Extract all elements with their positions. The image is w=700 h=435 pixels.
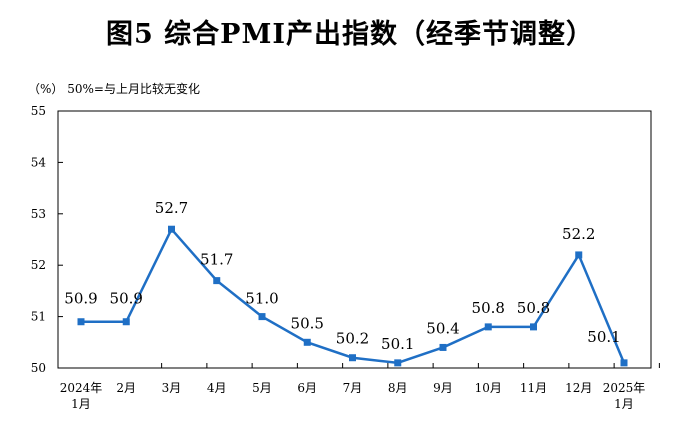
x-tick-label: 11月 bbox=[520, 381, 547, 395]
data-label: 52.2 bbox=[562, 225, 595, 243]
data-point bbox=[349, 354, 356, 362]
x-tick-label: 2月 bbox=[116, 381, 136, 395]
data-point bbox=[77, 318, 85, 326]
x-tick-label: 12月 bbox=[565, 381, 592, 395]
data-point bbox=[484, 323, 492, 331]
x-tick-label: 2025年 bbox=[603, 381, 646, 395]
x-tick-label: 5月 bbox=[252, 381, 272, 395]
x-tick-label: 3月 bbox=[162, 381, 182, 395]
unit-note: （%） 50%=与上月比较无变化 bbox=[28, 82, 200, 96]
y-tick-label: 51 bbox=[31, 310, 46, 324]
chart-title: 图5 综合PMI产出指数（经季节调整） bbox=[105, 19, 594, 50]
data-label: 50.1 bbox=[381, 335, 414, 353]
x-tick-label: 1月 bbox=[71, 397, 91, 411]
y-tick-label: 55 bbox=[31, 104, 46, 118]
data-point bbox=[258, 313, 266, 321]
data-label: 51.0 bbox=[245, 290, 278, 308]
data-point bbox=[394, 359, 402, 367]
data-point bbox=[213, 277, 221, 285]
x-tick-label: 8月 bbox=[388, 381, 408, 395]
data-label: 50.5 bbox=[291, 314, 324, 332]
data-point bbox=[439, 343, 447, 351]
data-label: 50.9 bbox=[110, 290, 143, 308]
x-tick-label: 9月 bbox=[433, 381, 453, 395]
data-label: 50.2 bbox=[336, 330, 369, 348]
y-tick-label: 53 bbox=[31, 207, 46, 221]
data-label: 51.7 bbox=[200, 251, 233, 269]
data-point bbox=[303, 338, 311, 346]
x-tick-label: 6月 bbox=[297, 381, 317, 395]
x-tick-label: 4月 bbox=[207, 381, 227, 395]
data-point bbox=[168, 225, 175, 233]
plot-frame bbox=[57, 110, 652, 369]
data-label: 50.8 bbox=[517, 299, 550, 317]
y-tick-label: 52 bbox=[31, 258, 46, 272]
data-label: 50.4 bbox=[426, 319, 459, 337]
x-tick-label: 1月 bbox=[614, 397, 634, 411]
x-tick-label: 7月 bbox=[343, 381, 363, 395]
y-tick-label: 54 bbox=[31, 155, 47, 169]
data-point bbox=[122, 318, 130, 326]
data-label: 50.8 bbox=[472, 299, 505, 317]
y-tick-label: 50 bbox=[31, 361, 46, 375]
data-label: 50.9 bbox=[64, 290, 97, 308]
data-point bbox=[620, 359, 628, 367]
data-label: 52.7 bbox=[155, 199, 188, 217]
data-point bbox=[530, 323, 537, 331]
x-tick-label: 2024年 bbox=[60, 381, 103, 395]
data-point bbox=[575, 251, 583, 259]
data-label: 50.1 bbox=[587, 328, 620, 346]
x-tick-label: 10月 bbox=[475, 381, 502, 395]
